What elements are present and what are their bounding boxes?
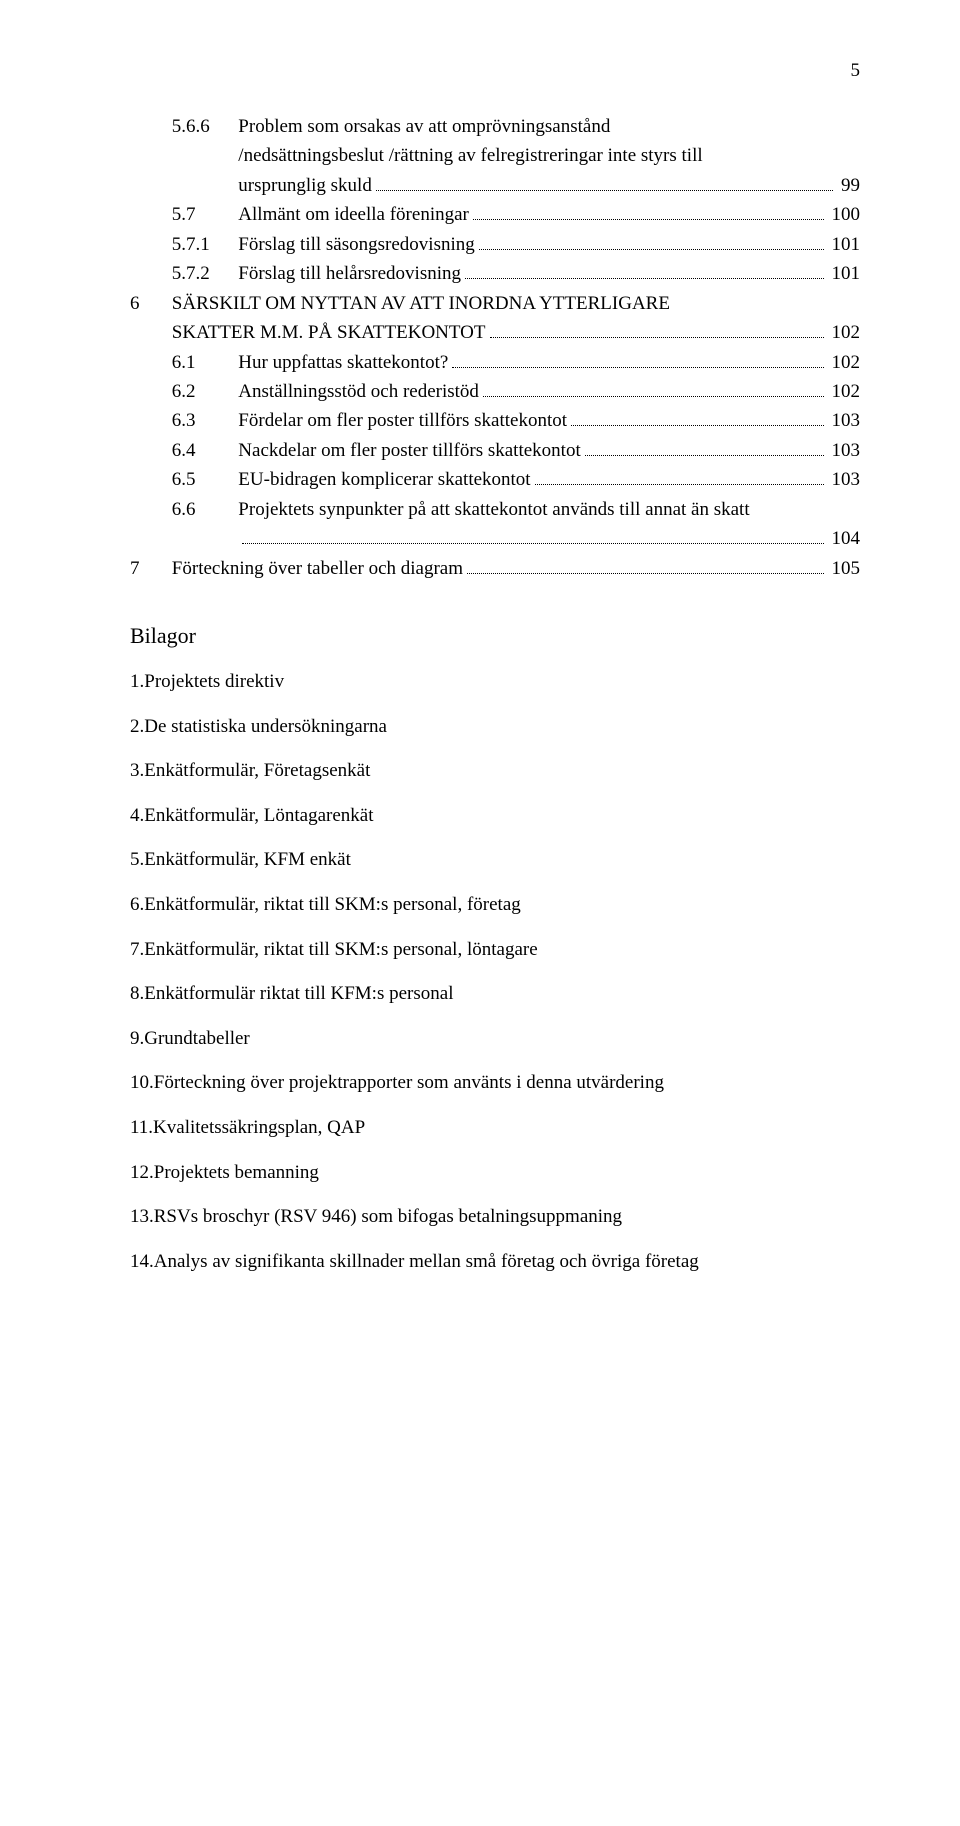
bilaga-item: 11.Kvalitetssäkringsplan, QAP <box>130 1115 860 1142</box>
toc-text: Fördelar om fler poster tillförs skattek… <box>238 406 567 435</box>
toc-entry-wrap: 104 <box>130 524 860 553</box>
toc-page-number: 102 <box>828 377 861 406</box>
toc-text: Förslag till säsongsredovisning <box>238 230 474 259</box>
bilaga-item: 3.Enkätformulär, Företagsenkät <box>130 758 860 785</box>
bilagor-heading: Bilagor <box>130 623 860 649</box>
toc-page-number: 100 <box>828 200 861 229</box>
toc-leader <box>535 484 824 485</box>
toc-entry: 6.5EU-bidragen komplicerar skattekontot 1… <box>130 465 860 494</box>
bilagor-list: 1.Projektets direktiv 2.De statistiska un… <box>130 669 860 1275</box>
toc-entry: 6SÄRSKILT OM NYTTAN AV ATT INORDNA YTTER… <box>130 289 860 318</box>
toc-page-number: 104 <box>828 524 861 553</box>
toc-number: 6.2 <box>172 377 239 406</box>
toc-text: Allmänt om ideella föreningar <box>238 200 469 229</box>
toc-entry: 5.7.2Förslag till helårsredovisning 101 <box>130 259 860 288</box>
toc-leader <box>465 278 824 279</box>
bilaga-item: 4.Enkätformulär, Löntagarenkät <box>130 803 860 830</box>
toc-entry-wrap: ursprunglig skuld 99 <box>130 171 860 200</box>
toc-page-number: 102 <box>828 348 861 377</box>
toc-entry: 6.2Anställningsstöd och rederistöd 102 <box>130 377 860 406</box>
toc-text: SÄRSKILT OM NYTTAN AV ATT INORDNA YTTERL… <box>172 289 670 318</box>
toc-entry: 5.6.6Problem som orsakas av att omprövni… <box>130 112 860 141</box>
bilaga-item: 12.Projektets bemanning <box>130 1160 860 1187</box>
toc-number: 6.4 <box>172 436 239 465</box>
toc-text: EU-bidragen komplicerar skattekontot <box>238 465 530 494</box>
toc-text: Nackdelar om fler poster tillförs skatte… <box>238 436 580 465</box>
bilaga-item: 8.Enkätformulär riktat till KFM:s person… <box>130 981 860 1008</box>
toc-text: Anställningsstöd och rederistöd <box>238 377 479 406</box>
toc-leader <box>452 367 823 368</box>
toc-entry: 6.6Projektets synpunkter på att skatteko… <box>130 495 860 524</box>
bilaga-item: 5.Enkätformulär, KFM enkät <box>130 847 860 874</box>
bilaga-item: 6.Enkätformulär, riktat till SKM:s perso… <box>130 892 860 919</box>
toc-number: 5.7.1 <box>172 230 239 259</box>
toc-leader <box>242 543 823 544</box>
toc-number: 6 <box>130 289 172 318</box>
toc-text: ursprunglig skuld <box>238 171 372 200</box>
toc-page-number: 103 <box>828 465 861 494</box>
toc-leader <box>571 425 823 426</box>
toc-entry-wrap: /nedsättningsbeslut /rättning av felregi… <box>130 141 860 170</box>
toc-page-number: 101 <box>828 259 861 288</box>
toc-leader <box>483 396 824 397</box>
toc-number: 6.5 <box>172 465 239 494</box>
toc-number: 7 <box>130 554 172 583</box>
toc-text: Projektets synpunkter på att skattekonto… <box>238 495 749 524</box>
toc-entry: 6.3Fördelar om fler poster tillförs skat… <box>130 406 860 435</box>
toc-entry: 7Förteckning över tabeller och diagram 10… <box>130 554 860 583</box>
toc-text: Problem som orsakas av att omprövningsan… <box>238 112 610 141</box>
table-of-contents: 5.6.6Problem som orsakas av att omprövni… <box>130 112 860 583</box>
toc-leader <box>490 337 824 338</box>
toc-entry: 6.1Hur uppfattas skattekontot? 102 <box>130 348 860 377</box>
toc-text: SKATTER M.M. PÅ SKATTEKONTOT <box>172 318 486 347</box>
toc-entry-wrap: SKATTER M.M. PÅ SKATTEKONTOT 102 <box>130 318 860 347</box>
toc-text: Förteckning över tabeller och diagram <box>172 554 463 583</box>
toc-leader <box>376 190 833 191</box>
bilaga-item: 2.De statistiska undersökningarna <box>130 714 860 741</box>
toc-entry: 5.7.1Förslag till säsongsredovisning 101 <box>130 230 860 259</box>
toc-page-number: 99 <box>837 171 860 200</box>
toc-page-number: 101 <box>828 230 861 259</box>
toc-number: 6.6 <box>172 495 239 524</box>
toc-number: 5.6.6 <box>172 112 239 141</box>
toc-leader <box>467 573 823 574</box>
toc-entry: 5.7Allmänt om ideella föreningar 100 <box>130 200 860 229</box>
toc-number: 6.3 <box>172 406 239 435</box>
toc-number: 6.1 <box>172 348 239 377</box>
toc-number: 5.7 <box>172 200 239 229</box>
toc-text: Förslag till helårsredovisning <box>238 259 461 288</box>
bilaga-item: 9.Grundtabeller <box>130 1026 860 1053</box>
bilaga-item: 10.Förteckning över projektrapporter som… <box>130 1070 860 1097</box>
toc-text: /nedsättningsbeslut /rättning av felregi… <box>238 141 702 170</box>
toc-page-number: 105 <box>828 554 861 583</box>
toc-leader <box>479 249 824 250</box>
bilaga-item: 7.Enkätformulär, riktat till SKM:s perso… <box>130 937 860 964</box>
bilaga-item: 14.Analys av signifikanta skillnader mel… <box>130 1249 860 1276</box>
bilaga-item: 13.RSVs broschyr (RSV 946) som bifogas b… <box>130 1204 860 1231</box>
toc-number: 5.7.2 <box>172 259 239 288</box>
bilaga-item: 1.Projektets direktiv <box>130 669 860 696</box>
toc-leader <box>585 455 824 456</box>
toc-leader <box>473 219 824 220</box>
toc-page-number: 102 <box>828 318 861 347</box>
toc-entry: 6.4Nackdelar om fler poster tillförs ska… <box>130 436 860 465</box>
toc-page-number: 103 <box>828 406 861 435</box>
toc-text: Hur uppfattas skattekontot? <box>238 348 448 377</box>
page-number: 5 <box>130 60 860 82</box>
toc-page-number: 103 <box>828 436 861 465</box>
